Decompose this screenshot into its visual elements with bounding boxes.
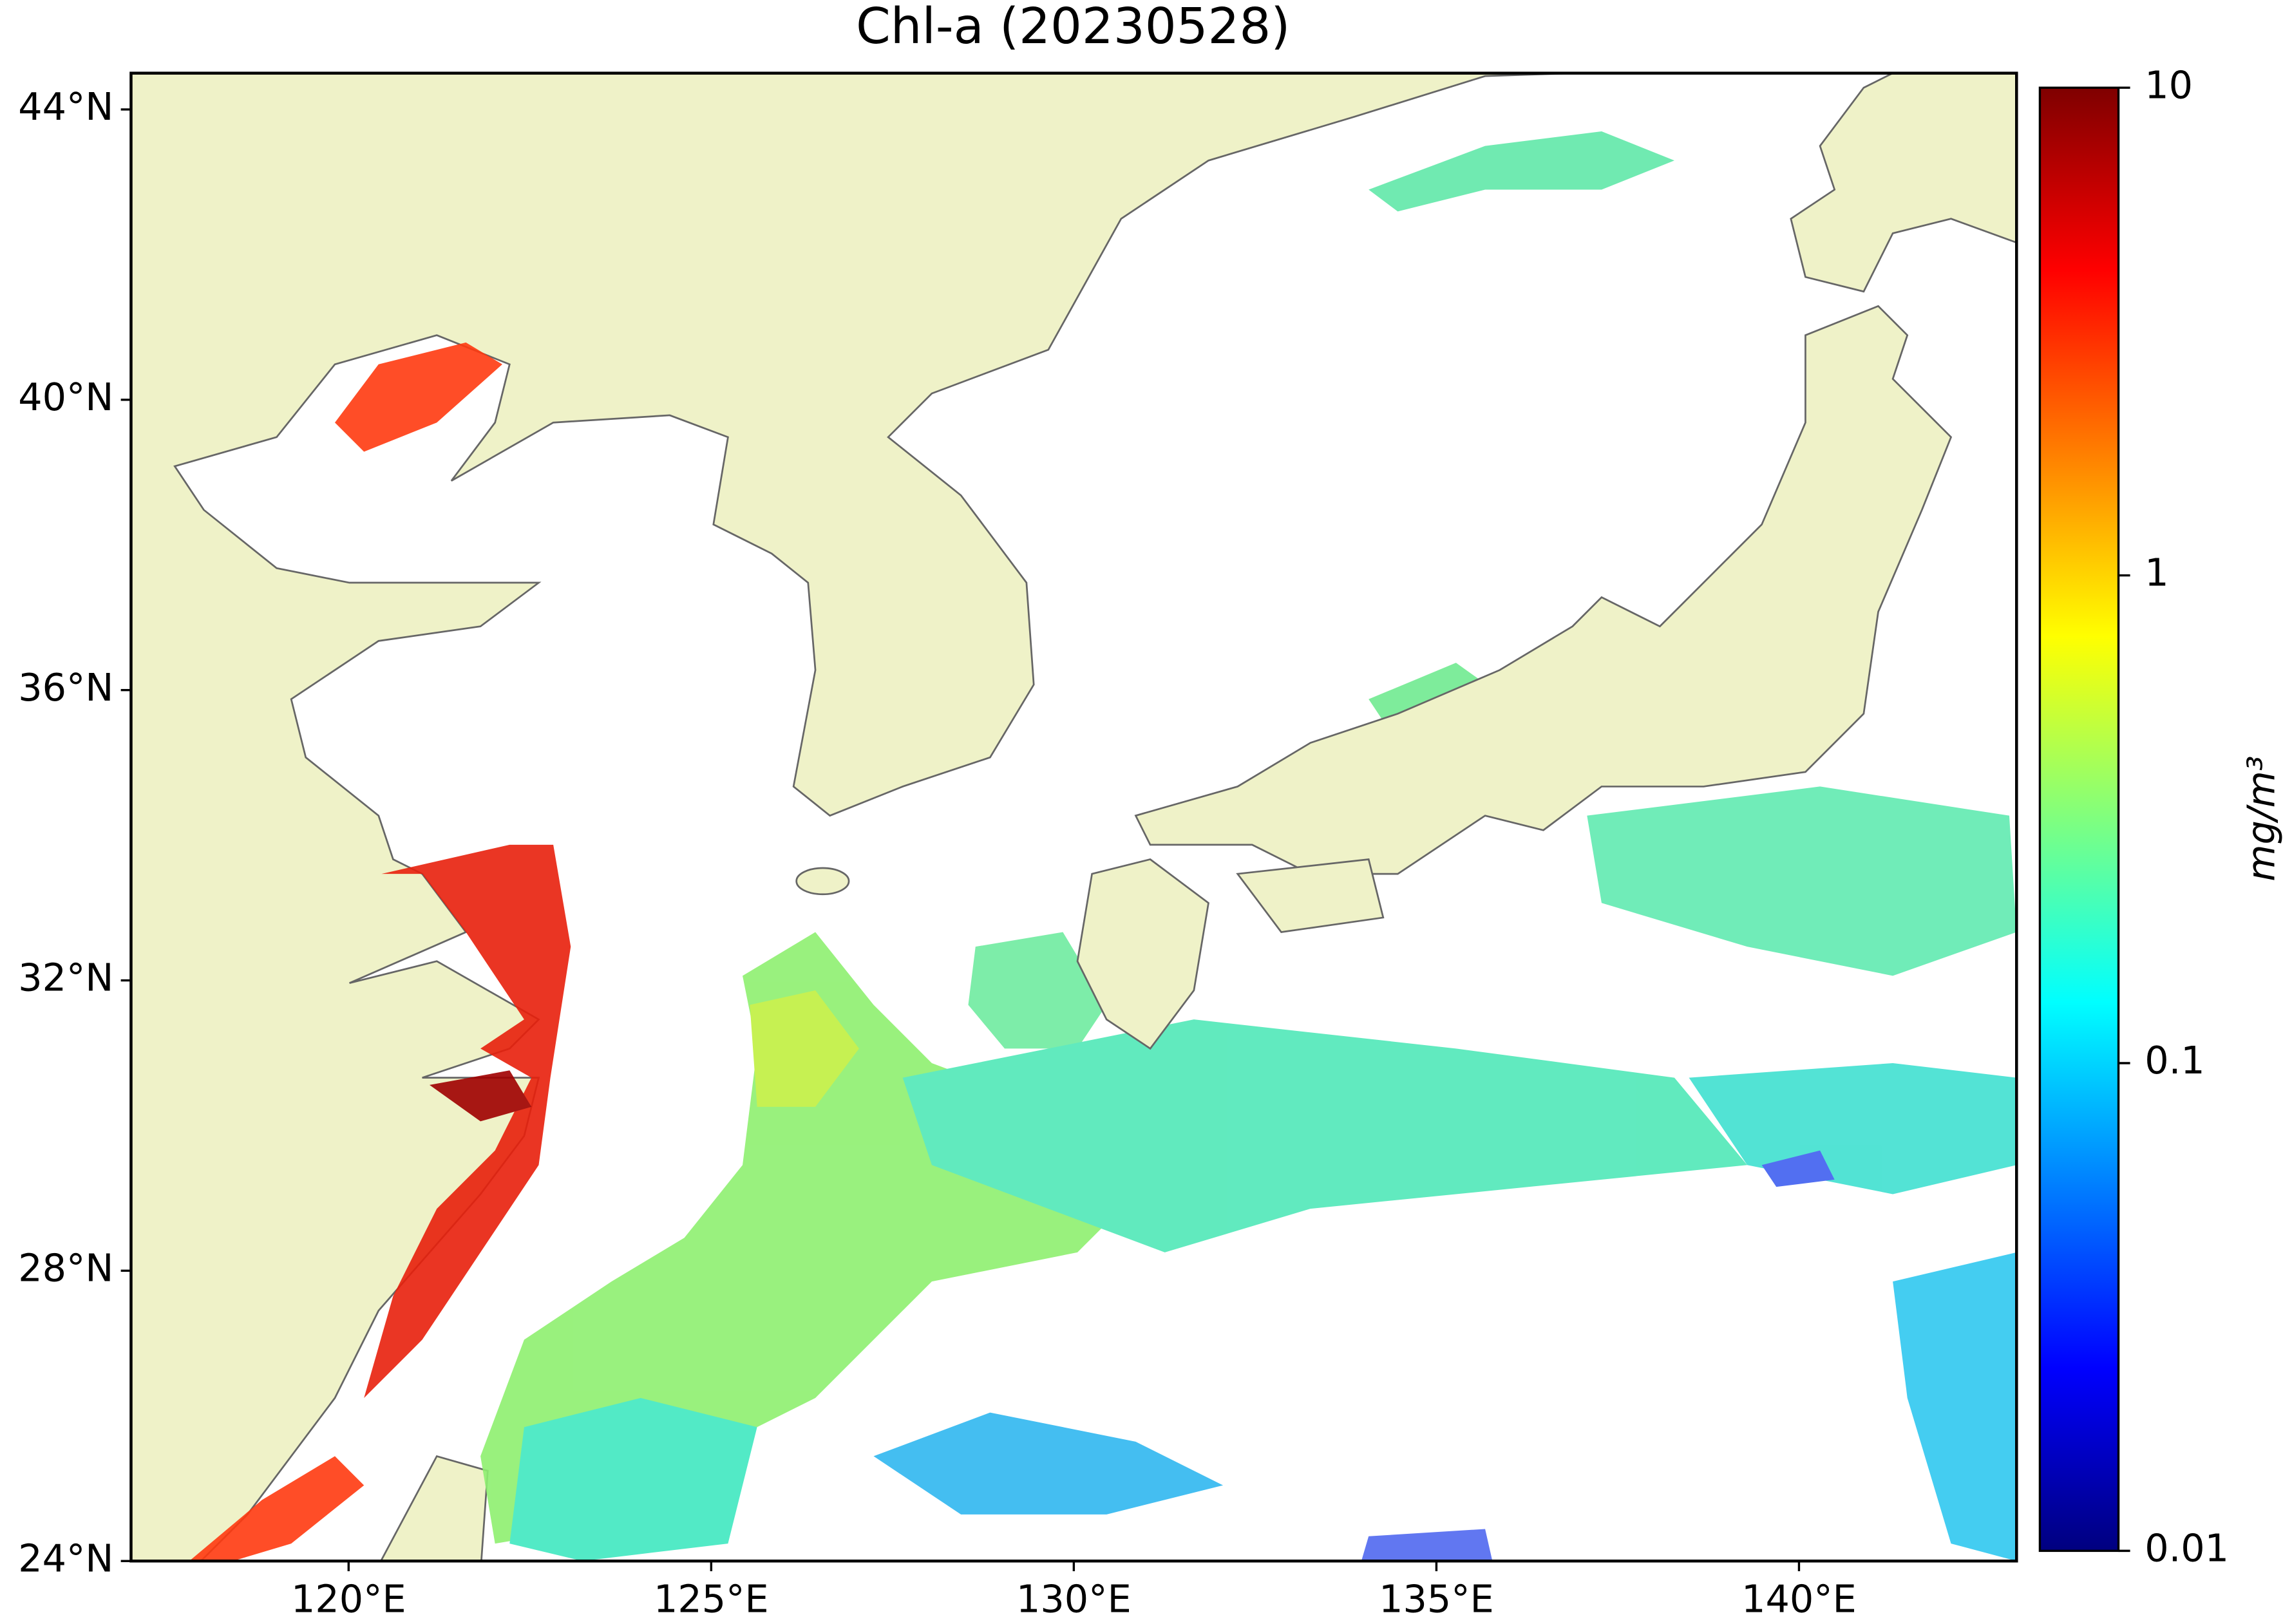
chl-patch [968, 932, 1107, 1049]
y-tick-label: 44°N [18, 84, 113, 129]
x-tick-label: 125°E [654, 1577, 769, 1621]
colorbar-tick-label: 0.01 [2145, 1525, 2229, 1570]
x-tick-label: 130°E [1016, 1577, 1132, 1621]
y-tick-label: 40°N [18, 375, 113, 419]
chl-patch [509, 1397, 757, 1562]
chl-patch [1761, 1150, 1835, 1187]
map-area [131, 73, 2017, 1562]
y-tick-label: 32°N [18, 956, 113, 1000]
chl-patch [364, 844, 571, 1398]
kyushu [1076, 858, 1209, 1050]
colorbar-tick-label: 0.1 [2145, 1038, 2204, 1082]
colorbar-tick-label: 10 [2145, 62, 2193, 107]
colorbar-tick-label: 1 [2145, 551, 2168, 595]
colorbar [2038, 86, 2120, 1553]
y-tick-label: 24°N [18, 1536, 113, 1580]
chl-patch [334, 342, 502, 452]
sea [173, 73, 2017, 1562]
map-title: Chl-a (20230528) [856, 0, 1290, 55]
chl-patch [902, 1019, 1748, 1252]
chl-patch [480, 932, 1165, 1544]
jeju [795, 867, 850, 896]
y-tick-label: 28°N [18, 1245, 113, 1290]
chl-patch [189, 1456, 365, 1562]
chl-patch [1587, 786, 2017, 976]
chl-patch [1369, 131, 1674, 212]
chl-patches [189, 131, 2017, 1562]
honshu [1134, 305, 1953, 875]
hokkaido [1790, 73, 2017, 293]
x-tick-label: 140°E [1741, 1577, 1857, 1621]
chl-patch [750, 990, 859, 1107]
y-tick-label: 36°N [18, 665, 113, 710]
shikoku [1236, 858, 1385, 933]
chl-patch [1893, 1252, 2017, 1562]
chl-patch [1361, 1529, 1493, 1562]
x-tick-label: 135°E [1379, 1577, 1494, 1621]
chl-patch [873, 1412, 1224, 1515]
x-tick-label: 120°E [291, 1577, 406, 1621]
chl-patch [429, 1070, 532, 1122]
chl-patch [1689, 1062, 2017, 1194]
colorbar-label: mg/m³ [2239, 756, 2283, 882]
